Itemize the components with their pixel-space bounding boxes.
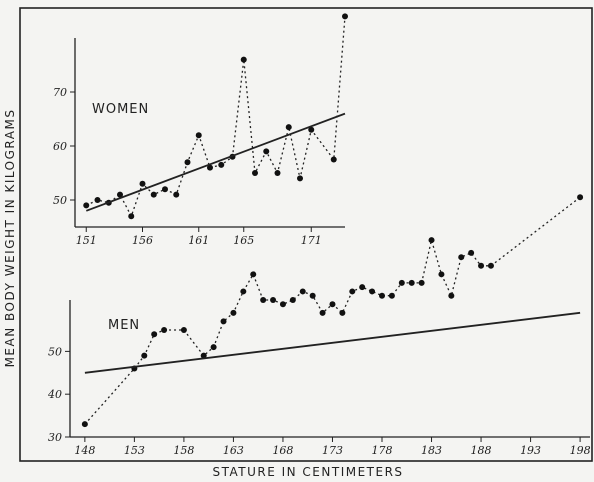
women-data-point bbox=[139, 180, 146, 187]
men-y-tick-label: 50 bbox=[48, 345, 62, 358]
men-x-tick-label: 148 bbox=[74, 444, 95, 457]
men-x-tick-label: 173 bbox=[322, 444, 343, 457]
men-data-point bbox=[487, 262, 494, 269]
men-data-point bbox=[151, 331, 158, 338]
men-data-point bbox=[220, 318, 227, 325]
women-data-point bbox=[342, 13, 348, 20]
men-data-point bbox=[428, 237, 435, 244]
men-data-point bbox=[200, 352, 207, 359]
women-data-point bbox=[117, 191, 123, 198]
women-data-point bbox=[252, 170, 258, 176]
men-data-point bbox=[448, 292, 455, 299]
men-data-point bbox=[270, 297, 277, 303]
women-data-point bbox=[240, 56, 247, 63]
men-data-point bbox=[250, 271, 257, 278]
men-data-point bbox=[577, 194, 584, 201]
men-panel-label: MEN bbox=[108, 318, 140, 333]
women-data-point bbox=[184, 159, 191, 166]
women-panel-label: WOMEN bbox=[92, 102, 149, 117]
women-x-tick-label: 171 bbox=[301, 234, 322, 247]
men-data-point bbox=[418, 279, 425, 286]
men-x-tick-label: 168 bbox=[272, 444, 293, 457]
men-y-tick-label: 30 bbox=[48, 431, 62, 444]
men-x-tick-label: 198 bbox=[570, 444, 591, 457]
men-x-tick-label: 153 bbox=[124, 444, 145, 457]
men-data-point bbox=[398, 279, 405, 286]
men-data-point bbox=[408, 279, 415, 286]
men-data-point bbox=[309, 292, 316, 299]
women-panel: 151 156 161 165 171 50 60 70 WOMEN bbox=[53, 13, 348, 247]
women-data-point bbox=[218, 161, 225, 168]
men-data-point bbox=[180, 326, 187, 333]
women-data-point bbox=[308, 126, 315, 133]
men-data-point bbox=[349, 288, 356, 295]
women-y-tick-label: 70 bbox=[53, 86, 67, 99]
men-x-tick-label: 178 bbox=[372, 444, 393, 457]
women-y-tick-label: 50 bbox=[53, 194, 67, 207]
women-data-point bbox=[162, 186, 168, 193]
women-data-point bbox=[285, 124, 292, 131]
women-data-point bbox=[150, 191, 157, 198]
men-data-line bbox=[84, 196, 581, 425]
women-data-point bbox=[83, 202, 90, 209]
men-data-point bbox=[379, 292, 385, 299]
men-data-point bbox=[260, 297, 267, 303]
men-y-tick-label: 40 bbox=[47, 388, 62, 401]
men-data-point bbox=[339, 309, 346, 316]
men-data-point bbox=[319, 309, 326, 316]
men-x-tick-label: 183 bbox=[421, 444, 442, 457]
men-panel: 148 153 158 163 168 173 178 183 188 193 198 30 40 50 M… bbox=[47, 194, 591, 457]
women-data-line bbox=[86, 16, 346, 218]
women-x-tick-label: 165 bbox=[233, 234, 254, 247]
men-data-point bbox=[299, 288, 306, 295]
men-data-point bbox=[388, 292, 395, 299]
women-data-point bbox=[173, 191, 180, 198]
men-data-point bbox=[369, 288, 376, 295]
women-regression-line bbox=[85, 112, 346, 212]
women-data-point bbox=[263, 148, 270, 155]
women-data-point bbox=[195, 132, 202, 139]
men-data-point bbox=[210, 344, 217, 351]
men-data-point bbox=[161, 326, 168, 333]
women-data-point bbox=[274, 170, 281, 176]
men-data-point bbox=[141, 352, 148, 359]
men-x-tick-label: 163 bbox=[223, 444, 244, 457]
x-axis-label: STATURE IN CENTIMETERS bbox=[212, 465, 403, 479]
women-data-point bbox=[330, 156, 337, 163]
men-data-point bbox=[230, 309, 237, 316]
men-data-point bbox=[240, 288, 247, 295]
women-x-tick-label: 151 bbox=[76, 234, 97, 247]
men-data-point bbox=[329, 301, 336, 308]
men-data-point bbox=[468, 249, 475, 256]
men-x-tick-label: 188 bbox=[471, 444, 492, 457]
women-x-tick-label: 161 bbox=[188, 234, 209, 247]
men-data-point bbox=[458, 254, 465, 261]
women-data-point bbox=[94, 197, 101, 203]
men-x-tick-label: 158 bbox=[173, 444, 194, 457]
men-data-point bbox=[81, 421, 88, 428]
men-data-point bbox=[359, 284, 366, 291]
women-data-point bbox=[128, 213, 135, 220]
women-data-point bbox=[297, 175, 303, 182]
chart-frame bbox=[19, 7, 593, 462]
men-data-point bbox=[279, 301, 286, 308]
men-x-tick-label: 193 bbox=[520, 444, 541, 457]
men-data-point bbox=[438, 271, 445, 278]
men-data-point bbox=[289, 297, 296, 303]
men-regression-line bbox=[84, 311, 581, 374]
women-data-point bbox=[207, 164, 213, 171]
men-data-point bbox=[478, 262, 485, 269]
women-y-tick-label: 60 bbox=[53, 140, 67, 153]
women-x-tick-label: 156 bbox=[132, 234, 153, 247]
y-axis-label: MEAN BODY WEIGHT IN KILOGRAMS bbox=[3, 109, 17, 368]
